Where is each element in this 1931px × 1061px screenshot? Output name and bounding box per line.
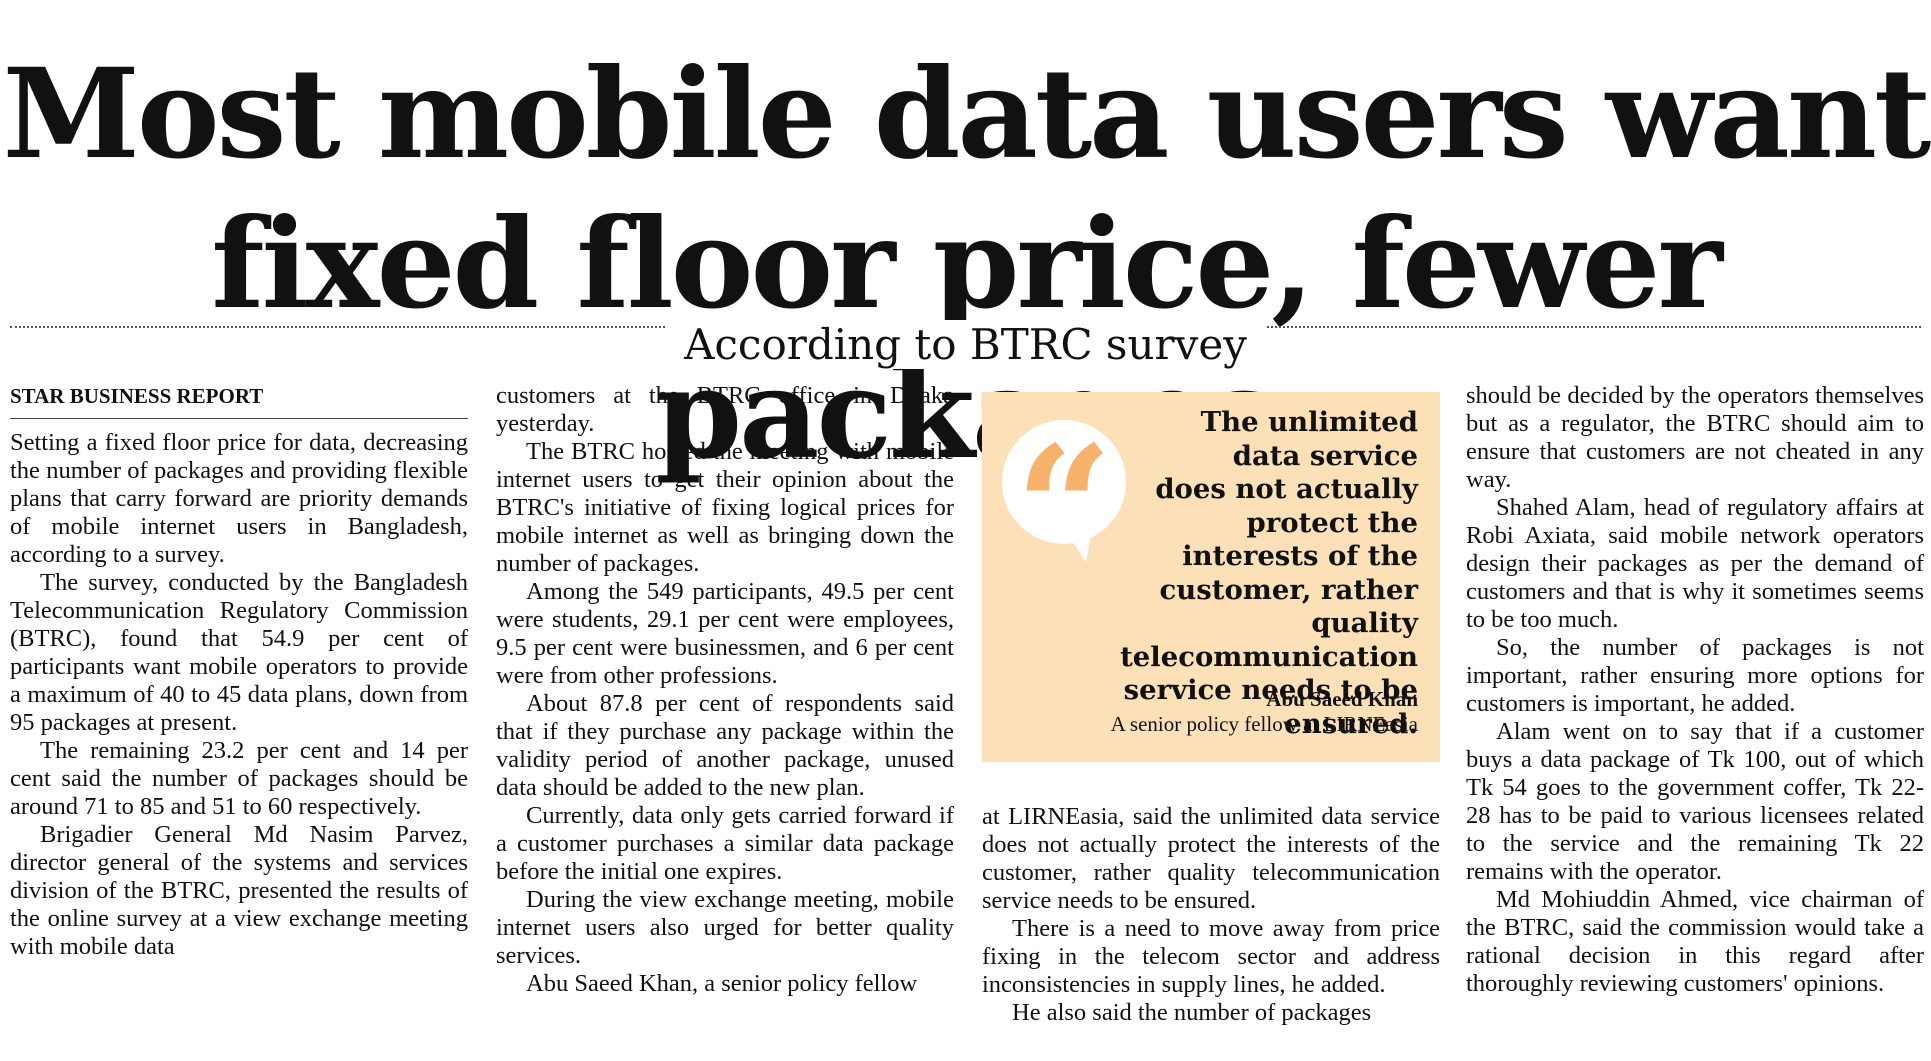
paragraph: The remaining 23.2 per cent and 14 per c… [10,737,468,820]
article-column-4: should be decided by the operators thems… [1466,382,1924,998]
article-column-3: at LIRNEasia, said the unlimited data se… [982,803,1440,1027]
headline: Most mobile data users want fixed floor … [0,40,1931,490]
paragraph: Abu Saeed Khan, a senior policy fellow [526,970,918,997]
pull-quote-line: interests of the [1182,540,1418,572]
quote-bubble-tail [1066,532,1092,562]
pull-quote-attribution-role: A senior policy fellow at LIRNEasia [1110,712,1418,736]
pull-quote-line: protect the [1246,506,1418,539]
paragraph: Brigadier General Md Nasim Parvez, direc… [10,821,468,960]
paragraph: There is a need to move away from price … [982,915,1440,998]
paragraph: Shahed Alam, head of regulatory affairs … [1466,494,1924,633]
paragraph: Among the 549 participants, 49.5 per cen… [496,578,954,689]
article-column-2: customers at the BTRC office in Dhaka ye… [496,382,954,998]
subheadline: According to BTRC survey [0,318,1931,372]
paragraph: The survey, conducted by the Bangladesh … [10,569,468,736]
headline-line-1: Most mobile data users want [2,42,1931,187]
paragraph: Setting a fixed floor price for data, de… [10,429,468,568]
byline: STAR BUSINESS REPORT [10,382,468,419]
paragraph: During the view exchange meeting, mobile… [496,886,954,969]
pull-quote-line: customer, rather [1159,573,1418,606]
paragraph: Md Mohiuddin Ahmed, vice chairman of the… [1466,886,1924,997]
paragraph: So, the number of packages is not import… [1466,634,1924,717]
pull-quote-attribution-name: Abu Saeed Khan [1266,687,1418,711]
paragraph: Currently, data only gets carried forwar… [496,802,954,885]
quote-mark-icon: “ [1015,409,1113,609]
pull-quote-line: service needs to be ensured. [1123,674,1418,740]
paragraph: The BTRC hosted the meeting with mobile … [496,438,954,577]
article-column-1: STAR BUSINESS REPORT Setting a fixed flo… [10,382,468,961]
pull-quote-box: “ The unlimited data service does not ac… [982,392,1440,762]
quote-bubble-icon: “ [1002,420,1126,594]
paragraph: He also said the number of packages [1012,999,1372,1026]
pull-quote-text: The unlimited data service does not actu… [1018,406,1418,741]
paragraph: customers at the BTRC office in Dhaka ye… [496,382,954,437]
paragraph: Alam went on to say that if a customer b… [1466,718,1924,885]
pull-quote-line: data service [1232,439,1418,472]
pull-quote-line: The unlimited [1200,406,1418,438]
pull-quote-line: quality telecommunication [1120,607,1418,673]
pull-quote-line: does not actually [1155,473,1418,505]
paragraph: at LIRNEasia, said the unlimited data se… [982,803,1440,914]
paragraph: About 87.8 per cent of respondents said … [496,690,954,801]
paragraph: should be decided by the operators thems… [1466,382,1924,493]
subheadline-text: According to BTRC survey [666,320,1265,369]
